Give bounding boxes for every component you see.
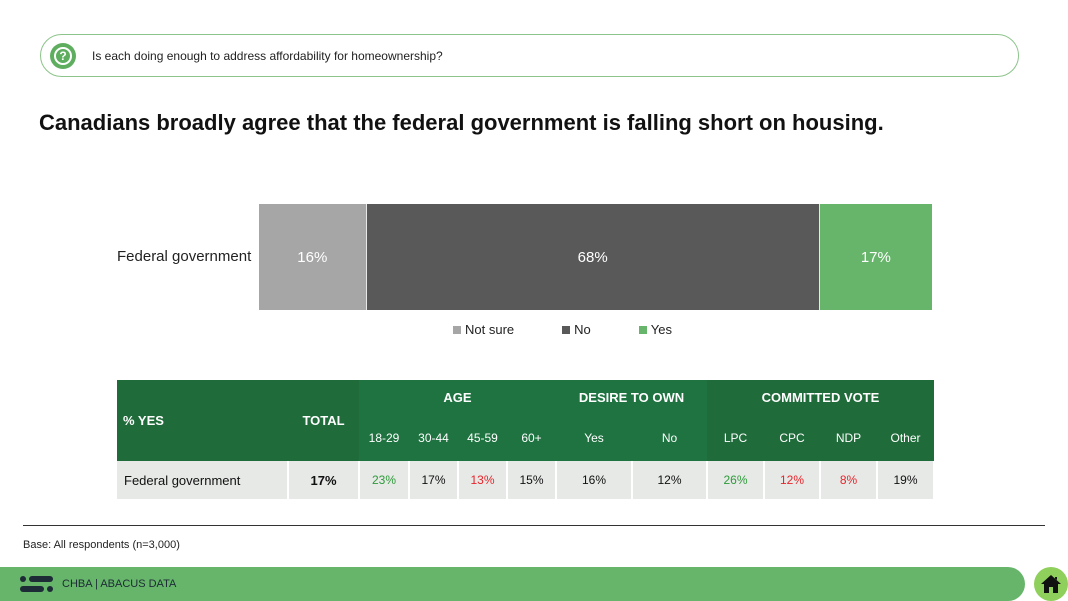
stacked-bar: 16% 68% 17% [259,204,932,310]
col-header: Yes [556,414,632,461]
table-cell: 17% [409,461,459,499]
col-header: CPC [764,414,820,461]
home-icon[interactable] [1034,567,1068,601]
table-cell: 8% [820,461,878,499]
table-cell: 26% [707,461,765,499]
legend-swatch [638,325,647,334]
bar-segment-yes: 17% [818,204,932,310]
col-header: 45-59 [458,414,507,461]
table-cell: 12% [764,461,821,499]
col-header: Other [877,414,934,461]
table-cell: 13% [458,461,508,499]
legend-item: No [562,322,591,337]
bar-category-label: Federal government [117,248,252,265]
group-header-vote: COMMITTED VOTE [707,380,934,414]
crosstab-table: % YES TOTAL AGE DESIRE TO OWN COMMITTED … [117,380,935,499]
total-header: TOTAL [288,380,359,461]
col-header: 18-29 [359,414,409,461]
base-note: Base: All respondents (n=3,000) [23,539,180,551]
table-row: Federal government 17% 23% 17% 13% 15% 16% 12% 2… [117,461,935,499]
table-cell: 19% [877,461,935,499]
col-header: NDP [820,414,877,461]
question-banner: ? Is each doing enough to address afford… [40,34,1019,77]
col-header: 60+ [507,414,556,461]
bar-segment-not-sure: 16% [259,204,366,310]
legend-swatch [562,325,571,334]
table-cell: 16% [556,461,633,499]
group-header-age: AGE [359,380,556,414]
table-cell: 12% [632,461,708,499]
table-cell: 15% [507,461,557,499]
question-icon: ? [50,42,76,69]
group-header-desire: DESIRE TO OWN [556,380,707,414]
footer-bar: CHBA | ABACUS DATA [0,567,1025,601]
table-cell: 23% [359,461,410,499]
chart-legend: Not sure No Yes [453,322,672,337]
divider [23,525,1045,526]
legend-swatch [453,325,461,334]
footer-text: CHBA | ABACUS DATA [62,578,177,590]
col-header: LPC [707,414,764,461]
bar-segment-no: 68% [365,204,819,310]
row-header: % YES [117,380,288,461]
legend-item: Yes [638,322,672,337]
abacus-logo-icon [20,574,54,594]
col-header: No [632,414,707,461]
question-text: Is each doing enough to address affordab… [92,48,443,63]
page-title: Canadians broadly agree that the federal… [39,110,884,135]
col-header: 30-44 [409,414,458,461]
legend-item: Not sure [453,322,514,337]
